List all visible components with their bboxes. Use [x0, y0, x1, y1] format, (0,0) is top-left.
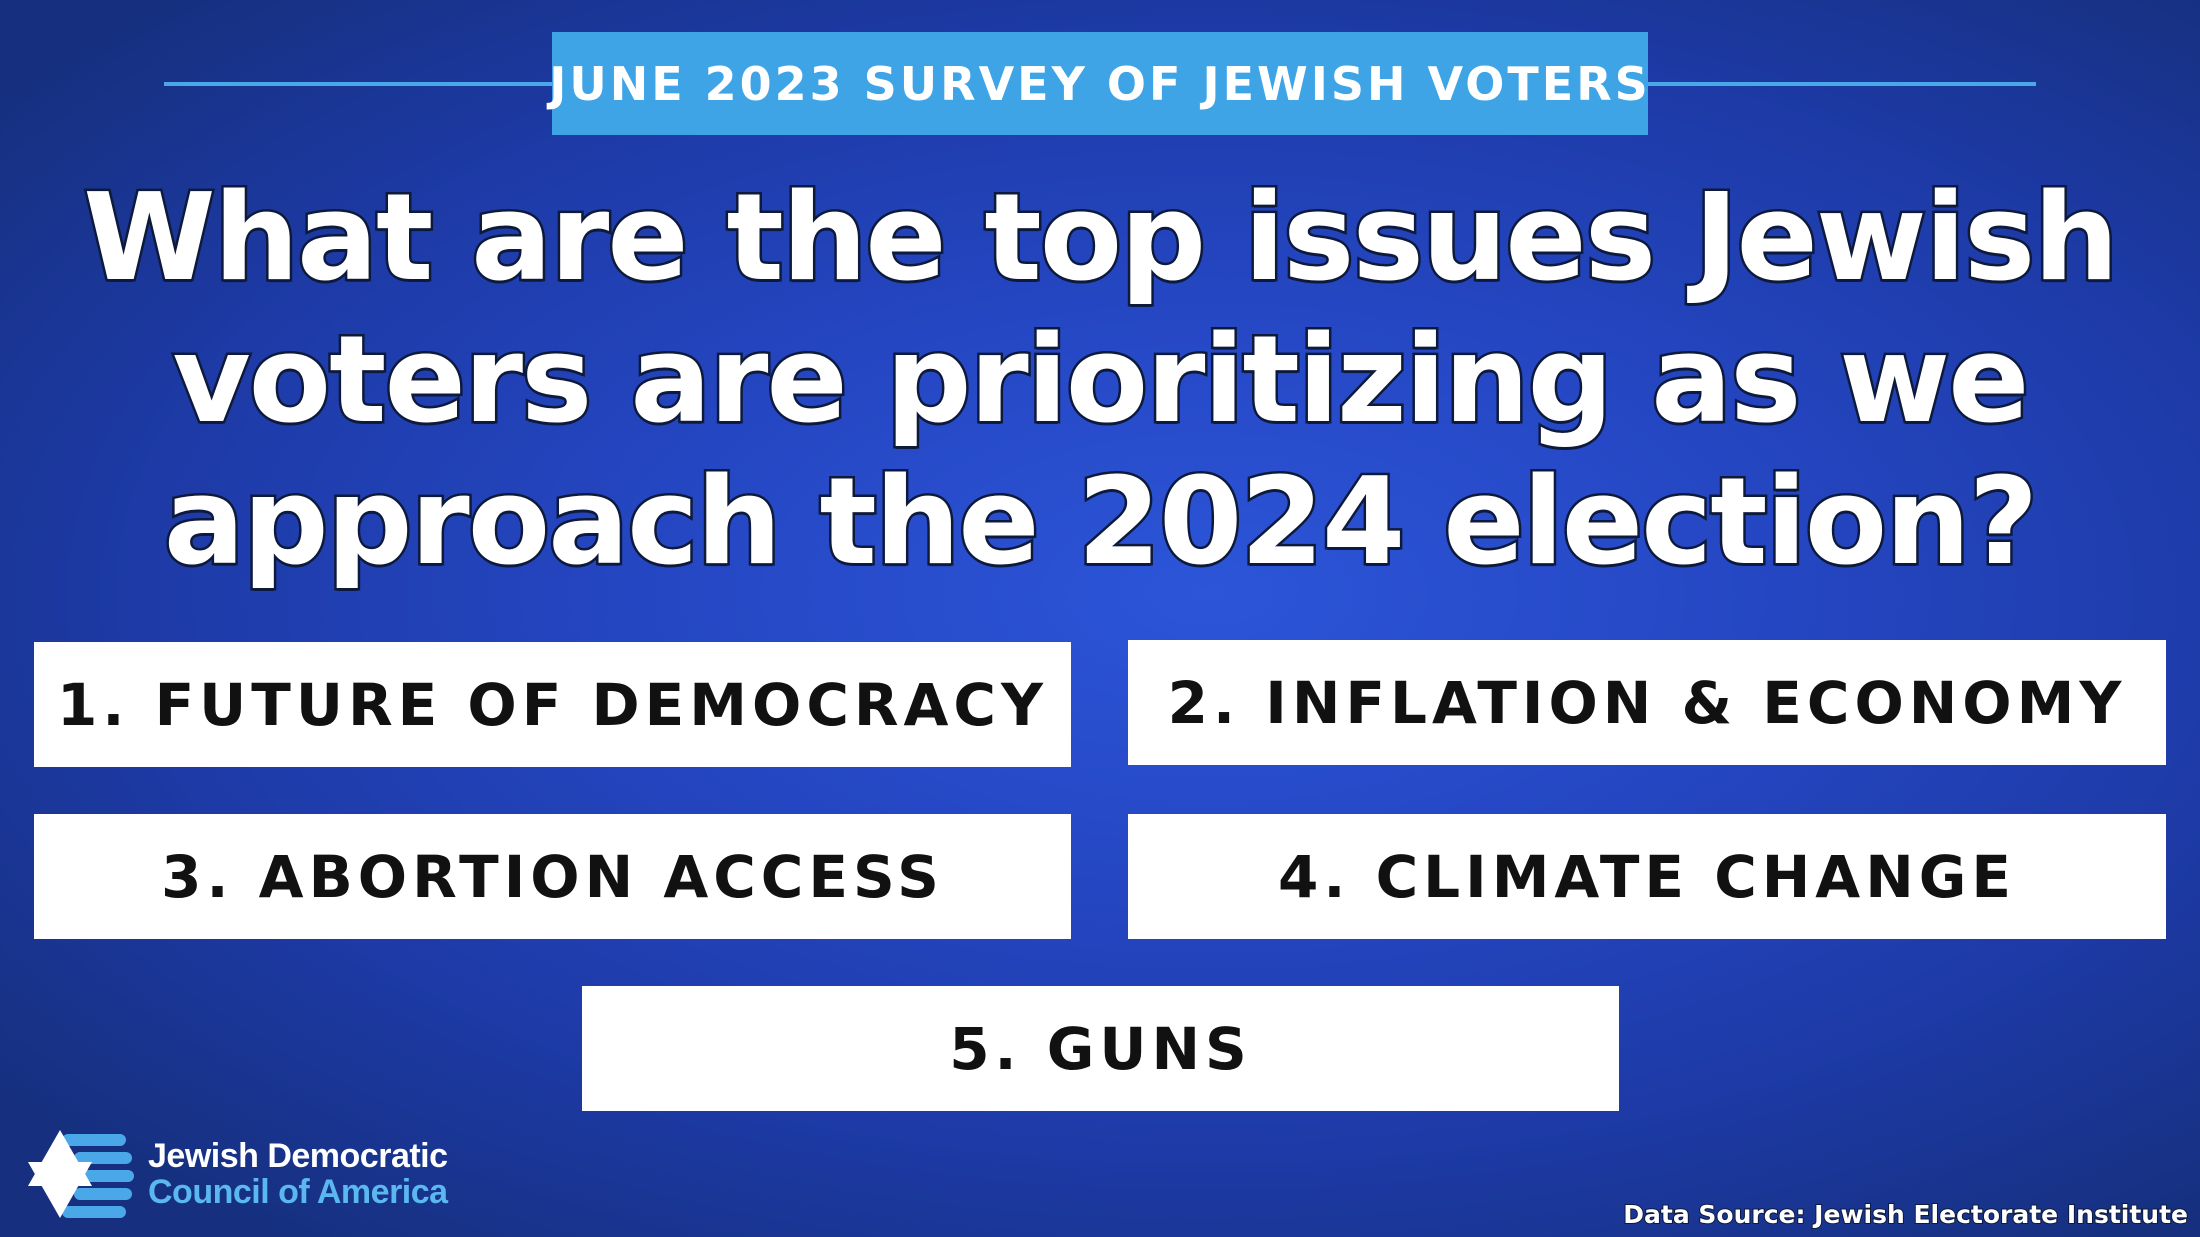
issue-card-4: 4. CLIMATE CHANGE [1128, 814, 2166, 939]
logo-wordmark: Jewish Democratic Council of America [148, 1138, 448, 1210]
headline: What are the top issues Jewish voters ar… [40, 167, 2160, 595]
headline-line-2: voters are prioritizing as we [170, 309, 2032, 453]
issue-card-5: 5. GUNS [582, 986, 1619, 1111]
issue-card-3: 3. ABORTION ACCESS [34, 814, 1071, 939]
issue-card-2: 2. INFLATION & ECONOMY [1128, 640, 2166, 765]
headline-line-3: approach the 2024 election? [161, 451, 2040, 595]
issue-card-1: 1. FUTURE OF DEMOCRACY [34, 642, 1071, 767]
jdca-logo: Jewish Democratic Council of America [22, 1124, 502, 1224]
header-rule-left [164, 82, 556, 86]
header-rule-right [1644, 82, 2036, 86]
logo-line-2: Council of America [148, 1173, 448, 1211]
headline-line-1: What are the top issues Jewish [81, 167, 2122, 311]
data-source-note: Data Source: Jewish Electorate Institute [1622, 1199, 2189, 1230]
star-of-david-flag-icon [28, 1130, 134, 1218]
survey-badge: JUNE 2023 SURVEY OF JEWISH VOTERS [549, 32, 1648, 135]
logo-line-1: Jewish Democratic [148, 1137, 448, 1175]
